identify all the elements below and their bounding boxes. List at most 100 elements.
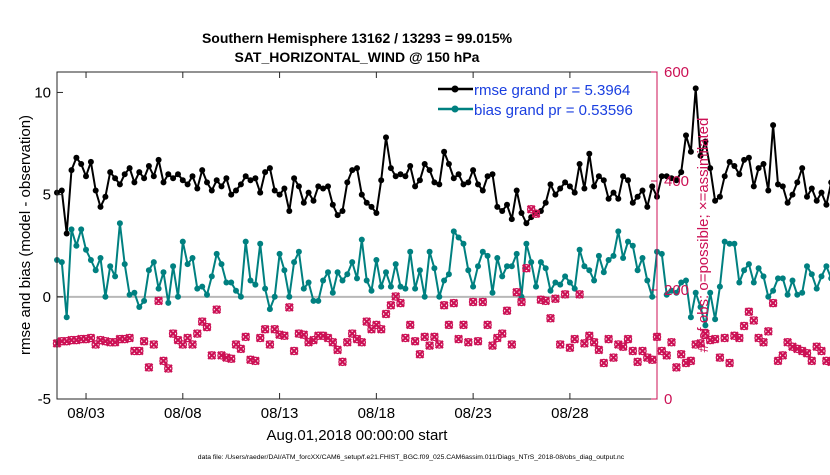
obs-possible-marker <box>459 320 468 330</box>
bias-point <box>92 267 99 274</box>
y2-axis-label: # of obs: o=possible; ×=assimilated <box>695 118 712 353</box>
obs-assimilated-marker <box>342 337 352 347</box>
rmse-point <box>247 177 254 184</box>
obs-possible-marker <box>720 333 729 343</box>
obs-assimilated-marker <box>478 297 488 307</box>
obs-possible-marker <box>265 340 275 349</box>
obs-assimilated-marker <box>623 334 633 344</box>
rmse-point <box>378 177 385 184</box>
rmse-point <box>325 183 331 190</box>
bias-point <box>373 257 380 263</box>
obs-possible-marker <box>497 329 507 338</box>
obs-possible-marker <box>710 334 720 344</box>
x-tick-label: 08/03 <box>67 405 105 422</box>
obs-possible-marker <box>323 333 333 343</box>
bias-point <box>450 228 457 235</box>
bias-point <box>702 322 709 329</box>
obs-assimilated-marker <box>280 331 289 341</box>
obs-assimilated-marker <box>662 351 672 360</box>
obs-possible-marker <box>551 294 560 303</box>
rmse-point <box>765 187 772 194</box>
rmse-point <box>228 191 235 198</box>
obs-possible-marker <box>202 322 212 332</box>
bias-point <box>562 273 569 280</box>
obs-assimilated-marker <box>483 320 492 330</box>
bias-point <box>775 275 781 282</box>
obs-possible-marker <box>396 298 405 308</box>
rmse-point <box>87 158 94 165</box>
bias-point <box>315 297 322 304</box>
rmse-point <box>363 199 370 206</box>
rmse-point <box>470 167 477 174</box>
obs-assimilated-marker <box>163 364 173 373</box>
obs-possible-marker <box>367 324 376 334</box>
obs-assimilated-marker <box>168 329 178 338</box>
rmse-point <box>673 177 680 184</box>
rmse-point <box>595 173 602 180</box>
bias-point <box>237 293 244 300</box>
obs-possible-marker <box>817 346 826 356</box>
obs-possible-marker <box>241 332 250 342</box>
bias-point <box>808 271 815 278</box>
rmse-point <box>644 203 651 210</box>
bias-point <box>233 287 239 294</box>
bias-point <box>770 287 777 294</box>
bias-point <box>325 269 331 276</box>
bias-point <box>286 293 293 300</box>
obs-assimilated-marker <box>502 306 512 316</box>
obs-possible-marker <box>468 297 478 307</box>
obs-possible-marker <box>328 338 338 347</box>
bias-point <box>184 261 191 268</box>
obs-possible-marker <box>725 358 734 368</box>
obs-possible-marker <box>768 298 778 308</box>
obs-assimilated-marker <box>734 333 744 343</box>
bias-point <box>789 277 796 284</box>
rmse-point <box>431 179 438 186</box>
y2-tick-label: 600 <box>664 64 689 81</box>
obs-assimilated-marker <box>560 290 570 299</box>
obs-possible-marker <box>381 309 391 319</box>
rmse-point <box>107 169 114 176</box>
rmse-point <box>562 179 569 186</box>
obs-possible-marker <box>439 301 449 310</box>
rmse-point <box>242 173 249 180</box>
bias-point <box>228 279 235 286</box>
obs-assimilated-marker <box>459 320 468 330</box>
plot-area <box>52 71 830 400</box>
obs-possible-marker <box>507 340 517 349</box>
rmse-point <box>368 203 375 210</box>
bias-point <box>494 255 501 261</box>
obs-assimilated-marker <box>696 339 705 348</box>
obs-possible-marker <box>589 338 599 347</box>
rmse-point <box>610 189 617 196</box>
obs-possible-marker <box>686 356 696 366</box>
rmse-point <box>310 197 317 204</box>
bias-point <box>755 265 762 272</box>
rmse-point <box>504 201 510 208</box>
bias-point <box>281 267 288 274</box>
bias-point <box>300 285 307 292</box>
rmse-point <box>160 179 167 186</box>
obs-possible-marker <box>425 341 434 350</box>
rmse-point <box>320 185 327 192</box>
obs-possible-marker <box>464 338 473 347</box>
obs-assimilated-marker <box>430 332 439 342</box>
bias-point <box>320 277 327 284</box>
obs-possible-marker <box>270 324 279 334</box>
bias-point <box>441 277 448 284</box>
obs-assimilated-marker <box>449 298 459 308</box>
bias-point <box>271 293 278 300</box>
bias-point <box>499 273 506 280</box>
obs-possible-marker <box>802 348 812 358</box>
rmse-point <box>494 203 501 210</box>
rmse-point <box>426 167 433 174</box>
obs-possible-marker <box>251 356 260 366</box>
obs-assimilated-marker <box>497 329 507 338</box>
obs-assimilated-marker <box>565 343 575 353</box>
bias-point <box>276 250 283 257</box>
obs-assimilated-marker <box>284 303 294 312</box>
obs-assimilated-marker <box>522 263 531 273</box>
obs-assimilated-marker <box>676 349 686 359</box>
obs-possible-marker <box>555 340 565 349</box>
